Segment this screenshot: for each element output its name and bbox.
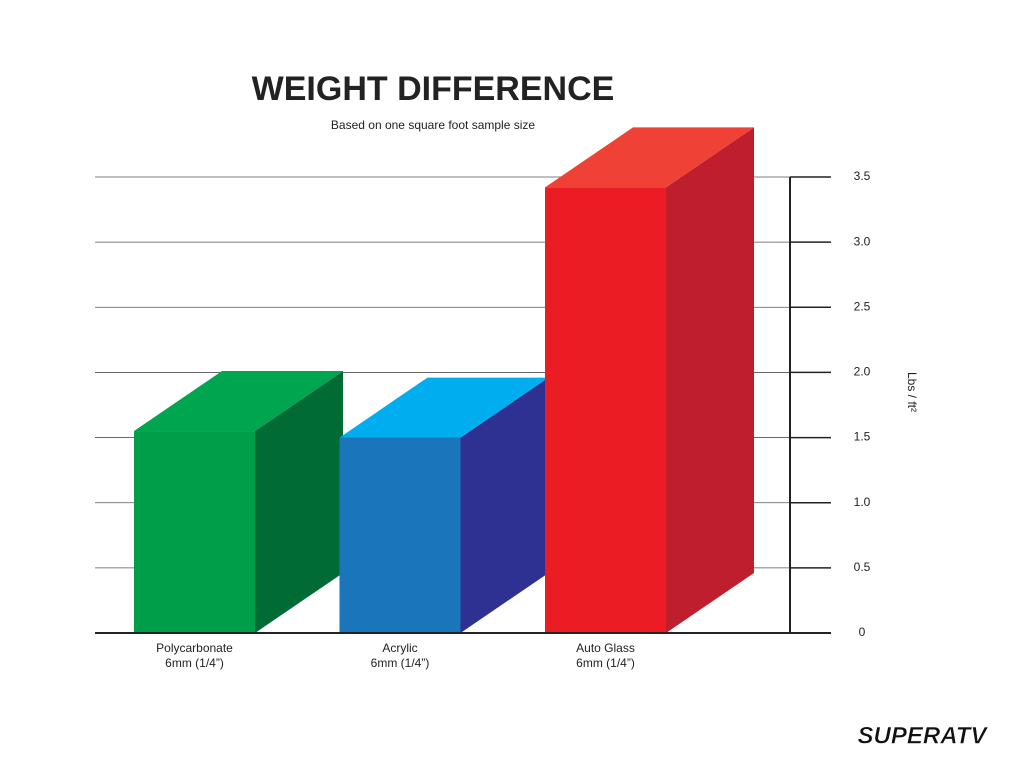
y-tick-label: 2.5 xyxy=(854,299,871,313)
x-tick-label: Polycarbonate 6mm (1/4”) xyxy=(156,641,233,670)
y-tick-label: 1.0 xyxy=(854,495,871,509)
y-tick-label: 3.0 xyxy=(854,234,871,248)
y-tick-label: 3.5 xyxy=(854,169,871,183)
chart-title: WEIGHT DIFFERENCE xyxy=(252,70,615,108)
bar-side xyxy=(666,127,754,634)
x-tick-label: Auto Glass 6mm (1/4”) xyxy=(576,641,635,670)
bar-top xyxy=(339,377,549,438)
y-axis-label: Lbs / ft² xyxy=(905,372,919,412)
y-tick-label: 0 xyxy=(859,625,866,639)
bar xyxy=(134,431,255,633)
bar-top xyxy=(134,371,343,432)
x-tick-label: Acrylic 6mm (1/4”) xyxy=(370,641,430,670)
y-tick-label: 1.5 xyxy=(854,430,871,444)
y-tick-label: 2.0 xyxy=(854,365,871,379)
chart-subtitle: Based on one square foot sample size xyxy=(331,118,535,132)
bar xyxy=(545,187,666,633)
bar xyxy=(339,437,461,633)
bar-top xyxy=(545,127,754,188)
brand-logo: SUPERATV xyxy=(858,722,989,749)
y-tick-label: 0.5 xyxy=(854,560,871,574)
bar-side xyxy=(255,371,343,633)
bar-side xyxy=(460,377,549,633)
